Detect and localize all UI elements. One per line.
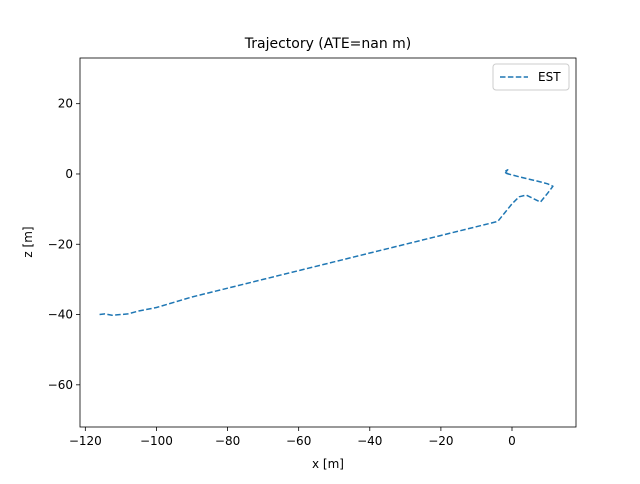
chart-title: Trajectory (ATE=nan m) — [244, 36, 412, 52]
series-line-est — [99, 169, 554, 316]
x-tick-label: −100 — [140, 434, 173, 448]
plot-area — [79, 57, 577, 428]
x-axis-ticks: −120 −100 −80 −60 −40 −20 0 — [69, 427, 516, 448]
x-tick-label: 0 — [508, 434, 516, 448]
axes-frame — [79, 57, 577, 428]
series-layer — [99, 169, 554, 316]
y-tick-label: 0 — [65, 167, 73, 181]
legend-box — [492, 63, 570, 91]
y-tick-label: 20 — [58, 97, 73, 111]
y-axis-label: z [m] — [21, 226, 35, 257]
x-tick-label: −60 — [286, 434, 311, 448]
x-tick-label: −20 — [428, 434, 453, 448]
legend-label-est: EST — [538, 70, 561, 84]
x-tick-label: −80 — [215, 434, 240, 448]
x-axis-label: x [m] — [312, 457, 344, 471]
legend: EST — [492, 63, 570, 91]
x-tick-label: −40 — [357, 434, 382, 448]
y-tick-label: −40 — [48, 308, 73, 322]
y-tick-label: −60 — [48, 378, 73, 392]
y-axis-ticks: −60 −40 −20 0 20 — [48, 97, 80, 392]
x-tick-label: −120 — [69, 434, 102, 448]
y-tick-label: −20 — [48, 237, 73, 251]
